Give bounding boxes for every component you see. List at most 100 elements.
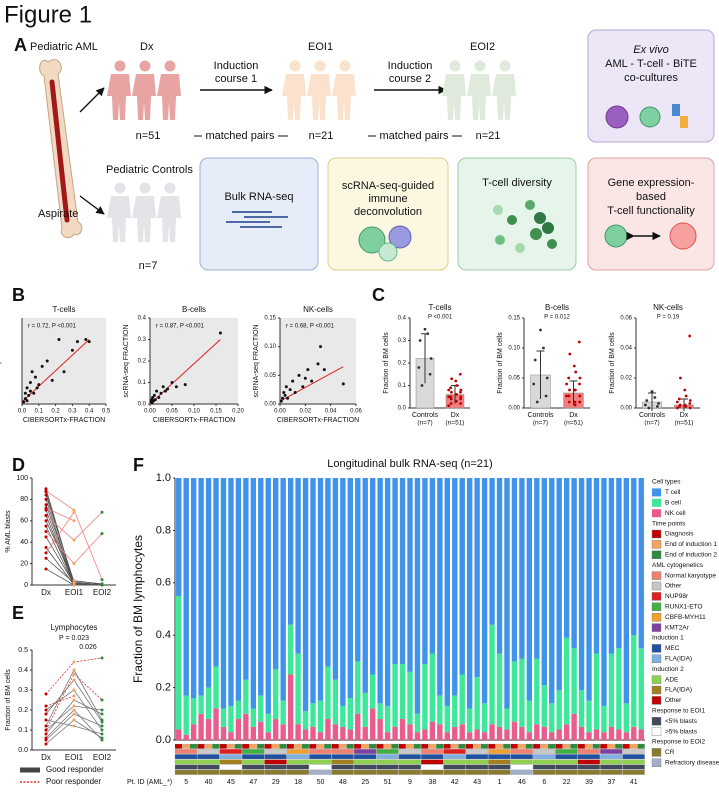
bar-segment	[250, 708, 257, 727]
point	[174, 385, 178, 389]
bar-segment	[601, 732, 607, 740]
legend-swatch	[651, 592, 662, 601]
bar-segment	[310, 726, 316, 740]
x-tick-label: 42	[451, 779, 459, 786]
cell-icon	[388, 225, 412, 249]
legend-label: NK cell	[665, 510, 686, 517]
bar-segment	[534, 658, 540, 725]
bar-segment	[370, 674, 376, 709]
track-cell	[242, 754, 265, 760]
bar-segment	[444, 705, 450, 733]
track-cell	[540, 743, 548, 749]
x-tick-label: Controls	[639, 412, 666, 419]
bar-segment	[183, 478, 189, 696]
track-cell	[256, 743, 265, 749]
dot	[454, 379, 458, 383]
bar-segment	[631, 726, 637, 740]
y-tick-label: 0.00	[508, 406, 520, 412]
box-text: deconvolution	[354, 206, 422, 218]
marrow	[49, 79, 70, 223]
n-label: n=7	[139, 260, 158, 272]
method-box	[457, 157, 577, 271]
marker	[100, 510, 104, 514]
dot	[688, 402, 692, 405]
x-tick-label: 0.05	[166, 409, 178, 415]
point	[218, 331, 222, 335]
y-tick-label: 0.0	[18, 747, 28, 754]
track-cell	[428, 743, 436, 749]
track-cell	[398, 743, 406, 749]
bar-segment	[399, 664, 406, 720]
track-cell	[495, 743, 503, 749]
marker	[44, 487, 48, 491]
box-text: T-cell diversity	[482, 177, 552, 189]
track-cell	[532, 769, 556, 775]
x-axis-label: CIBERSORTx-FRACTION	[277, 417, 359, 424]
x-tick-label: 39	[585, 779, 593, 786]
legend-swatch	[652, 498, 661, 507]
y-tick-label: 0.4	[398, 316, 407, 322]
x-tick-label: Dx	[680, 412, 689, 419]
dot	[688, 399, 692, 402]
bar-segment	[593, 478, 600, 654]
dot	[683, 388, 687, 392]
x-tick-label: 6	[542, 779, 546, 786]
bar-segment	[310, 478, 316, 704]
dot	[653, 396, 657, 399]
timepoint-label: EOI2	[470, 41, 495, 53]
cell-icon	[378, 242, 398, 262]
bar-segment	[496, 726, 503, 740]
track-cell	[271, 743, 280, 749]
point	[288, 388, 292, 392]
legend-label: >5% blasts	[665, 728, 698, 735]
y-tick-label: 0.3	[18, 687, 28, 694]
point	[310, 379, 314, 383]
bar-segment	[496, 653, 503, 727]
track-cell	[279, 743, 287, 749]
track-cell	[398, 749, 421, 754]
x-tick-label: 48	[339, 779, 347, 786]
pair-label: matched pairs	[379, 130, 449, 142]
marker	[72, 704, 76, 708]
panel-label: B	[12, 285, 25, 305]
dot	[679, 376, 682, 380]
track-cell	[204, 743, 213, 749]
bar-segment	[190, 724, 197, 740]
point	[75, 340, 79, 344]
legend-label: Good responder	[46, 765, 104, 774]
legend-swatch	[651, 696, 662, 705]
dot	[650, 390, 654, 393]
bar-segment	[608, 478, 615, 654]
track-cell	[615, 743, 623, 749]
track-cell	[353, 743, 362, 749]
legend-title: Time points	[652, 520, 686, 527]
dot	[572, 364, 576, 368]
point	[161, 385, 165, 389]
dot	[544, 394, 548, 398]
track-cell	[353, 764, 377, 770]
bar-segment	[444, 478, 450, 706]
bar-segment	[407, 724, 413, 740]
dot	[567, 376, 571, 380]
marker	[44, 728, 48, 732]
person-icon	[139, 60, 151, 72]
y-tick-label: 0.15	[508, 316, 520, 322]
annotation: 0.026	[79, 644, 97, 651]
bar-segment	[519, 658, 525, 727]
track-cell	[532, 743, 541, 749]
track-cell	[600, 754, 623, 760]
y-tick-label: 0.15	[264, 316, 276, 322]
marker	[72, 660, 76, 664]
point	[32, 391, 36, 395]
bar-segment	[593, 729, 600, 740]
y-tick-label: 60	[20, 518, 28, 525]
dot	[656, 405, 659, 408]
y-tick-label: 0.8	[156, 524, 171, 536]
point	[163, 389, 167, 393]
legend-label: FLA(IDA)	[665, 687, 692, 694]
bar-segment	[317, 700, 324, 733]
y-tick-label: 100	[16, 475, 28, 482]
annotation: P = 0.19	[657, 315, 680, 321]
bar-segment	[258, 478, 264, 696]
bar-segment	[556, 690, 562, 730]
